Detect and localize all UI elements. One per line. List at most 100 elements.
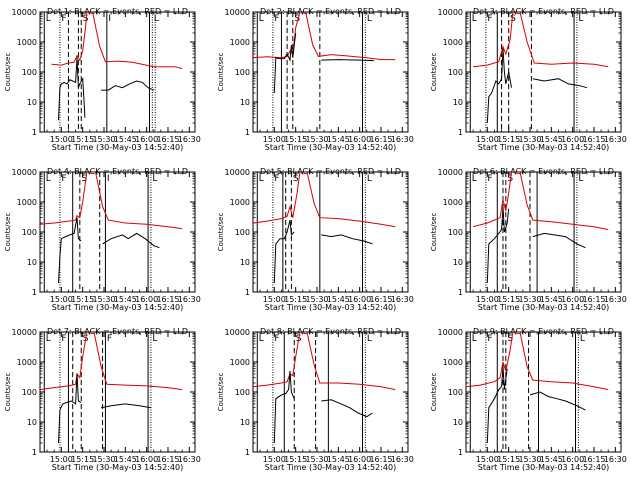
x-tick-label: 16:00 — [561, 455, 584, 464]
x-tick-label: 15:00 — [476, 455, 499, 464]
x-tick-label: 15:45 — [540, 295, 563, 304]
x-tick-label: 15:30 — [305, 135, 328, 144]
panel-det-1: Det 1: BLACK = Events, RED = LLD Counts/s… — [4, 7, 201, 152]
x-tick-label: 16:30 — [604, 135, 627, 144]
x-tick-label: 16:30 — [391, 455, 414, 464]
series-group — [473, 12, 609, 124]
x-tick-label: 15:15 — [284, 295, 307, 304]
interval-marker-label: L — [154, 14, 159, 24]
lld-series-line — [466, 332, 609, 391]
interval-marker-label: L — [367, 14, 372, 24]
x-tick-label: 15:30 — [305, 295, 328, 304]
y-tick-label: 10000 — [438, 328, 463, 337]
x-tick-label: 16:00 — [135, 295, 158, 304]
y-tick-label: 100 — [235, 228, 250, 237]
panel-det-5: Det 5: BLACK = Events, RED = LLD Counts/s… — [217, 167, 414, 312]
x-tick-label: 16:15 — [582, 135, 605, 144]
interval-marker-label: F — [61, 334, 66, 344]
x-tick-label: 15:45 — [540, 135, 563, 144]
panel-title: Det 8: BLACK = Events, RED = LLD — [260, 327, 401, 336]
x-tick-label: 15:15 — [497, 455, 520, 464]
events-series-line — [58, 57, 154, 121]
y-tick-label: 10000 — [12, 8, 37, 17]
panel-det-2: Det 2: BLACK = Events, RED = LLD Counts/s… — [217, 7, 414, 152]
y-tick-label: 10 — [27, 258, 37, 267]
x-tick-label: 16:15 — [582, 455, 605, 464]
interval-marker-label: L — [152, 174, 157, 184]
y-tick-label: 10 — [453, 258, 463, 267]
interval-marker-label: S — [293, 174, 299, 184]
y-axis-label: Counts/sec — [217, 53, 225, 92]
interval-marker-label: S — [507, 334, 513, 344]
interval-marker-label: L — [472, 174, 477, 184]
interval-marker-label: L — [259, 174, 264, 184]
panel-title: Det 5: BLACK = Events, RED = LLD — [260, 167, 401, 176]
y-tick-label: 10 — [27, 418, 37, 427]
interval-marker-label: S — [81, 174, 87, 184]
x-axis-label: Start Time (30-May-03 14:52:40) — [265, 463, 396, 472]
panel-title: Det 3: BLACK = Events, RED = LLD — [473, 7, 614, 16]
y-tick-label: 1 — [245, 448, 250, 457]
x-tick-label: 16:15 — [156, 455, 179, 464]
series-group — [253, 332, 396, 444]
plot-frame — [39, 331, 196, 453]
x-tick-label: 15:15 — [71, 135, 94, 144]
interval-marker-label: I — [107, 174, 110, 184]
x-tick-label: 15:45 — [327, 455, 350, 464]
y-tick-label: 10 — [27, 98, 37, 107]
x-tick-label: 15:30 — [305, 455, 328, 464]
events-series-line — [273, 219, 373, 284]
events-series-line — [486, 366, 586, 444]
x-tick-label: 15:45 — [114, 135, 137, 144]
interval-marker-label: F — [487, 174, 492, 184]
interval-marker-label: L — [367, 174, 372, 184]
y-axis-label: Counts/sec — [430, 53, 438, 92]
interval-marker-label: F — [274, 174, 279, 184]
x-axis-label: Start Time (30-May-03 14:52:40) — [478, 303, 609, 312]
y-tick-label: 100 — [22, 388, 37, 397]
series-group — [253, 12, 396, 94]
x-tick-label: 15:00 — [50, 295, 73, 304]
interval-marker-label: S — [294, 14, 300, 24]
x-tick-label: 16:15 — [369, 135, 392, 144]
panel-title: Det 7: BLACK = Events, RED = LLD — [47, 327, 188, 336]
y-tick-label: 1 — [245, 288, 250, 297]
y-tick-label: 10 — [240, 98, 250, 107]
x-tick-label: 16:30 — [391, 135, 414, 144]
y-tick-label: 1 — [32, 288, 37, 297]
y-tick-label: 1000 — [443, 38, 463, 47]
y-tick-label: 100 — [235, 68, 250, 77]
plot-frame — [465, 11, 622, 133]
y-axis-label: Counts/sec — [217, 213, 225, 252]
y-axis-label: Counts/sec — [4, 373, 12, 412]
y-tick-label: 10000 — [225, 168, 250, 177]
interval-marker-label: S — [510, 14, 516, 24]
y-tick-label: 100 — [235, 388, 250, 397]
y-tick-label: 10000 — [12, 328, 37, 337]
x-tick-label: 15:45 — [327, 135, 350, 144]
interval-marker-label: F — [487, 334, 492, 344]
x-tick-label: 16:30 — [604, 455, 627, 464]
lld-series-line — [40, 332, 183, 391]
y-tick-label: 1000 — [230, 38, 250, 47]
y-axis-label: Counts/sec — [217, 373, 225, 412]
series-group — [40, 332, 183, 444]
x-tick-label: 16:00 — [348, 455, 371, 464]
y-tick-label: 1000 — [443, 198, 463, 207]
x-tick-label: 16:00 — [135, 455, 158, 464]
panel-det-6: Det 6: BLACK = Events, RED = LLD Counts/s… — [430, 167, 627, 312]
y-tick-label: 1 — [32, 448, 37, 457]
plot-frame — [252, 331, 409, 453]
x-tick-label: 15:00 — [50, 135, 73, 144]
x-tick-label: 15:15 — [284, 135, 307, 144]
x-tick-label: 15:15 — [284, 455, 307, 464]
x-tick-label: 16:00 — [561, 295, 584, 304]
events-series-line — [58, 373, 151, 444]
interval-marker-label: L — [259, 14, 264, 24]
panel-det-9: Det 9: BLACK = Events, RED = LLD Counts/s… — [430, 327, 627, 472]
series-group — [40, 172, 183, 284]
x-tick-label: 16:00 — [135, 135, 158, 144]
y-tick-label: 1000 — [443, 358, 463, 367]
interval-marker-label: L — [46, 334, 51, 344]
x-tick-label: 16:30 — [391, 295, 414, 304]
